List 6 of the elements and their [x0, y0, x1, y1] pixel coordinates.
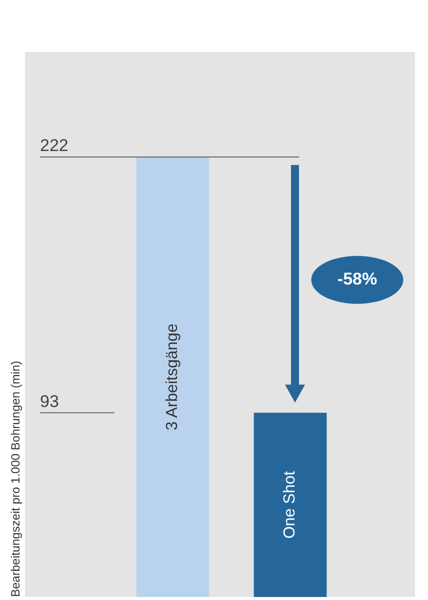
annotation: -58% — [337, 270, 378, 289]
y-axis-title: Bearbeitungszeit pro 1.000 Bohrungen (min) — [8, 360, 22, 597]
x-tick-label: 3 Arbeitsgänge — [164, 324, 182, 430]
ref-line-label: 222 — [40, 136, 68, 156]
ref-line-label: 93 — [40, 392, 59, 411]
x-tick-label: One Shot — [282, 470, 299, 539]
